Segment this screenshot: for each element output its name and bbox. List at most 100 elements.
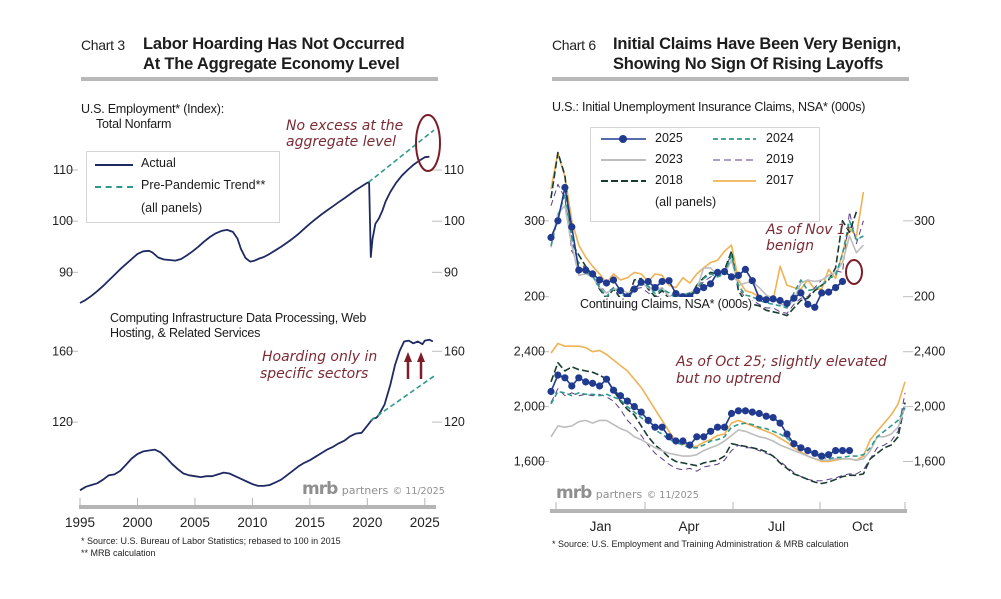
chart6-title-rule bbox=[552, 77, 909, 81]
data-point-2025 bbox=[651, 423, 659, 431]
data-point-2025 bbox=[700, 433, 708, 441]
data-point-2025 bbox=[741, 265, 750, 273]
data-point-2025 bbox=[845, 447, 854, 455]
x-tick-label: Apr bbox=[678, 519, 700, 534]
chart3-legend: Actual Pre-Pandemic Trend** (all panels) bbox=[86, 151, 280, 223]
data-point-2025 bbox=[609, 276, 618, 284]
data-point-2025 bbox=[714, 268, 722, 276]
data-point-2025 bbox=[644, 277, 652, 286]
legend-label-2017: 2017 bbox=[766, 173, 794, 187]
x-tick-label: 2015 bbox=[295, 515, 325, 530]
chart6-top-subtitle: U.S.: Initial Unemployment Insurance Cla… bbox=[552, 100, 866, 114]
y-tick-label-left: 200 bbox=[524, 290, 545, 304]
chart6-bottom-subtitle: Continuing Claims, NSA* (000s) bbox=[580, 297, 752, 312]
data-point-2025 bbox=[637, 278, 645, 286]
data-point-2025 bbox=[644, 416, 652, 424]
series-line-actual bbox=[79, 155, 430, 304]
data-point-2025 bbox=[825, 288, 833, 296]
data-point-2025 bbox=[741, 407, 750, 415]
data-point-2025 bbox=[609, 386, 618, 394]
data-point-2025 bbox=[561, 374, 569, 382]
y-tick-label-left: 1,600 bbox=[514, 455, 545, 469]
chart3-bottom-subtitle-line2: Hosting, & Related Services bbox=[110, 326, 261, 340]
x-tick-label: Oct bbox=[852, 519, 873, 534]
data-point-2025 bbox=[720, 268, 729, 276]
chart6-legend-swatches bbox=[601, 135, 756, 182]
data-point-2025 bbox=[658, 423, 666, 431]
data-point-2025 bbox=[838, 447, 847, 455]
chart3-title-line1: Labor Hoarding Has Not Occurred bbox=[143, 35, 405, 53]
chart6-title-line1: Initial Claims Have Been Very Benign, bbox=[613, 35, 901, 53]
y-tick-label-right: 200 bbox=[914, 290, 935, 304]
data-point-2025 bbox=[838, 277, 847, 286]
data-point-2025 bbox=[693, 287, 701, 295]
data-point-2025 bbox=[665, 433, 673, 441]
legend-label-2023: 2023 bbox=[655, 152, 683, 166]
watermark-copyright: © 11/2025 bbox=[646, 490, 699, 501]
data-point-2025 bbox=[630, 403, 638, 411]
data-point-2025 bbox=[825, 451, 833, 459]
data-point-2025 bbox=[790, 440, 798, 448]
legend-note: (all panels) bbox=[141, 201, 203, 215]
data-point-2025 bbox=[700, 284, 708, 292]
y-tick-label-right: 2,000 bbox=[914, 400, 945, 414]
data-point-2025 bbox=[658, 277, 666, 286]
watermark-partners: partners bbox=[595, 488, 643, 501]
x-tick-label: Jan bbox=[590, 519, 612, 534]
y-tick-label-left: 300 bbox=[524, 214, 545, 228]
legend-label-2019: 2019 bbox=[766, 152, 794, 166]
data-point-2025 bbox=[602, 279, 611, 287]
chart6-watermark: mrb partners © 11/2025 bbox=[556, 483, 699, 503]
data-point-2025 bbox=[616, 287, 625, 295]
legend-label-2024: 2024 bbox=[766, 131, 794, 145]
y-tick-label-left: 160 bbox=[52, 344, 73, 358]
data-point-2025 bbox=[686, 441, 694, 449]
data-point-2025 bbox=[589, 379, 597, 387]
data-point-2025 bbox=[575, 374, 583, 382]
data-point-2025 bbox=[637, 408, 645, 416]
series-line-2023 bbox=[550, 204, 864, 307]
chart3-footnote-1: * Source: U.S. Bureau of Labor Statistic… bbox=[81, 536, 341, 546]
chart6-footnote: * Source: U.S. Employment and Training A… bbox=[552, 539, 849, 549]
chart3-top-subtitle-line1: U.S. Employment* (Index): bbox=[81, 102, 224, 116]
chart3-watermark: mrb partners © 11/2025 bbox=[302, 479, 445, 499]
data-point-2025 bbox=[589, 270, 597, 278]
data-point-2025 bbox=[575, 266, 583, 274]
y-tick-label-right: 110 bbox=[444, 163, 464, 177]
data-point-2025 bbox=[616, 392, 625, 400]
legend-label-2025: 2025 bbox=[655, 131, 683, 145]
data-point-2025 bbox=[811, 449, 819, 457]
data-point-2025 bbox=[748, 408, 756, 416]
data-point-2025 bbox=[707, 427, 715, 435]
chart6-legend: 2025 2024 2023 2019 2018 2017 (all panel… bbox=[590, 127, 820, 222]
data-point-2025 bbox=[748, 277, 756, 285]
chart3-number: Chart 3 bbox=[81, 37, 125, 53]
chart3-annotation-top-line2: aggregate level bbox=[286, 134, 397, 150]
y-tick-label-left: 120 bbox=[52, 415, 73, 429]
series-line-2024 bbox=[550, 193, 864, 309]
legend-marker-2025 bbox=[619, 135, 627, 143]
data-point-2025 bbox=[672, 290, 680, 298]
legend-label-actual: Actual bbox=[141, 156, 176, 170]
data-point-2025 bbox=[818, 289, 826, 297]
highlight-ellipse bbox=[415, 114, 441, 172]
data-point-2025 bbox=[804, 300, 812, 308]
y-tick-label-left: 2,000 bbox=[514, 400, 545, 414]
series-line-2023 bbox=[550, 406, 906, 461]
data-point-2025 bbox=[811, 303, 819, 311]
y-tick-label-right: 100 bbox=[444, 214, 465, 228]
data-point-2025 bbox=[762, 296, 770, 304]
data-point-2025 bbox=[554, 371, 562, 379]
x-tick-label: Jul bbox=[768, 519, 785, 534]
x-tick-label: 1995 bbox=[65, 515, 95, 530]
data-point-2025 bbox=[776, 419, 784, 427]
y-tick-label-left: 90 bbox=[59, 265, 73, 279]
series-line-pre-pandemic-trend- bbox=[368, 129, 435, 183]
chart3-annotation-bottom-line1: Hoarding only in bbox=[262, 349, 378, 365]
chart6-annotation-top-line1: As of Nov 1; bbox=[766, 222, 851, 238]
x-tick-label: 2020 bbox=[352, 515, 382, 530]
chart6-title-line2: Showing No Sign Of Rising Layoffs bbox=[613, 55, 884, 73]
highlight-ellipse bbox=[845, 259, 863, 285]
data-point-2025 bbox=[734, 271, 743, 279]
chart3-bottom-subtitle-line1: Computing Infrastructure Data Processing… bbox=[110, 311, 367, 325]
